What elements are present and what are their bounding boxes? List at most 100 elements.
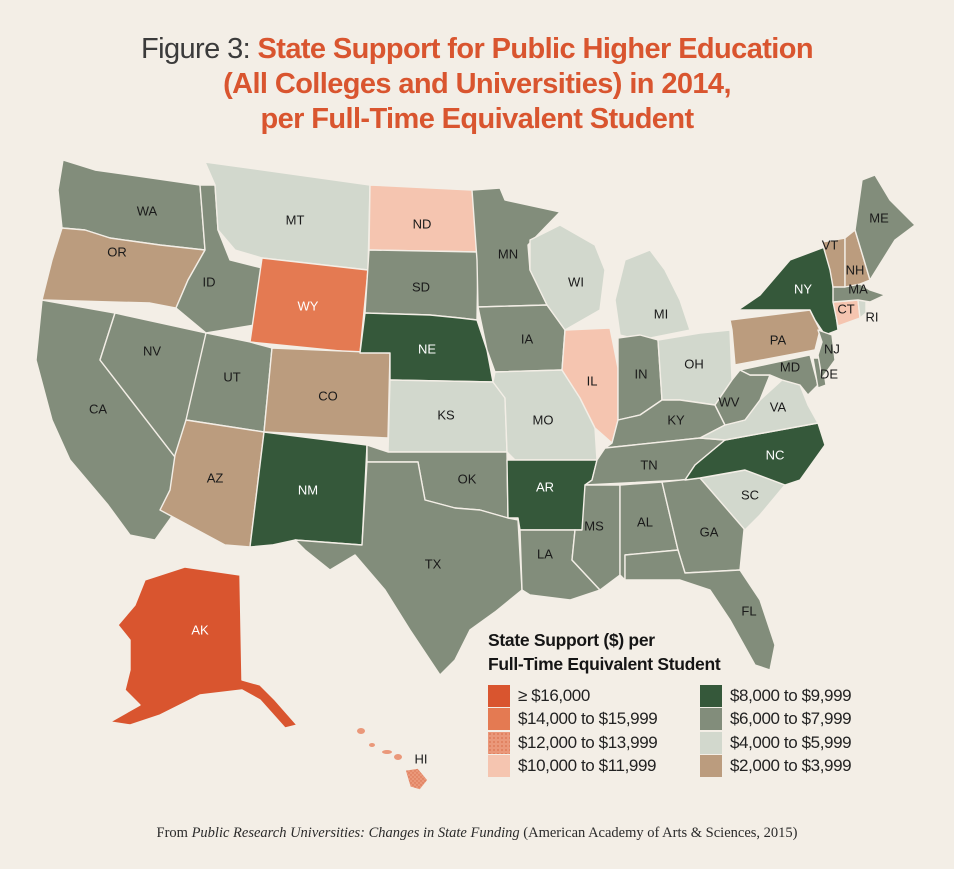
legend-item-14k: $14,000 to $15,999 [488, 708, 700, 732]
state-label-pa: PA [770, 332, 787, 347]
state-label-sd: SD [412, 279, 430, 294]
state-label-nj: NJ [824, 341, 840, 356]
state-label-fl: FL [741, 603, 756, 618]
state-label-nc: NC [766, 447, 785, 462]
legend-title-2: Full-Time Equivalent Student [488, 654, 721, 674]
state-label-ar: AR [536, 479, 554, 494]
state-label-ma: MA [848, 281, 868, 296]
legend-swatch [488, 731, 510, 754]
source-prefix: From [156, 825, 192, 841]
legend-item-2k: $2,000 to $3,999 [700, 755, 888, 779]
state-label-md: MD [780, 359, 800, 374]
state-label-mi: MI [654, 306, 668, 321]
state-label-ia: IA [521, 331, 534, 346]
state-label-sc: SC [741, 487, 759, 502]
state-label-nm: NM [298, 482, 318, 497]
legend-label: $14,000 to $15,999 [518, 709, 658, 729]
figure-number: Figure 3: [141, 33, 251, 65]
state-label-vt: VT [822, 237, 839, 252]
legend-column-warm: ≥ $16,000 $14,000 to $15,999 $12,000 to … [488, 684, 700, 778]
state-nc [684, 422, 826, 486]
title-text-1: State Support for Public Higher Educatio… [257, 33, 814, 65]
state-label-mo: MO [533, 412, 554, 427]
state-label-ks: KS [437, 407, 455, 422]
state-label-in: IN [635, 366, 648, 381]
state-me [854, 174, 916, 281]
legend-swatch [488, 708, 510, 731]
legend-item-6k: $6,000 to $7,999 [700, 708, 888, 732]
state-vt [821, 237, 846, 288]
legend-item-12k: $12,000 to $13,999 [488, 731, 700, 755]
state-tx [294, 461, 523, 676]
source-title: Public Research Universities: Changes in… [191, 825, 520, 841]
title-text-3: per Full-Time Equivalent Student [260, 103, 694, 135]
state-labels-layer: WA OR CA NV ID MT WY UT CO AZ NM ND SD NE KS OK TX MN IA MO… [89, 203, 889, 766]
legend-column-cool: $8,000 to $9,999 $6,000 to $7,999 $4,000… [700, 684, 888, 778]
state-label-mt: MT [286, 212, 305, 227]
source-citation: From Public Research Universities: Chang… [0, 825, 954, 842]
state-label-ut: UT [223, 369, 240, 384]
state-label-ms: MS [584, 518, 604, 533]
state-label-wi: WI [568, 274, 584, 289]
legend-swatch [700, 684, 722, 707]
state-nj [817, 329, 836, 379]
state-label-tn: TN [640, 457, 657, 472]
state-label-ny: NY [794, 281, 812, 296]
hawaii-islands [357, 728, 402, 760]
state-label-ga: GA [700, 524, 719, 539]
legend-swatch [488, 684, 510, 707]
legend-label: $2,000 to $3,999 [730, 756, 852, 776]
state-label-ca: CA [89, 401, 107, 416]
state-label-co: CO [318, 388, 338, 403]
state-label-nd: ND [413, 216, 432, 231]
state-label-il: IL [587, 373, 598, 388]
state-label-nh: NH [846, 262, 865, 277]
state-label-ct: CT [837, 301, 854, 316]
legend-swatch [700, 731, 722, 754]
state-hi [404, 767, 429, 791]
state-label-de: DE [820, 366, 838, 381]
legend-swatch [700, 708, 722, 731]
state-md [739, 354, 819, 396]
legend-label: $8,000 to $9,999 [730, 685, 852, 705]
legend-title-1: State Support ($) per [488, 630, 655, 650]
state-mn [471, 187, 561, 308]
legend-label: $12,000 to $13,999 [518, 732, 658, 752]
state-label-ak: AK [191, 622, 209, 637]
legend-label: $4,000 to $5,999 [730, 732, 852, 752]
state-label-ne: NE [418, 341, 436, 356]
state-label-ky: KY [667, 412, 685, 427]
state-mo [492, 369, 598, 461]
figure-title: Figure 3: State Support for Public Highe… [0, 32, 954, 137]
state-label-wv: WV [719, 394, 740, 409]
state-label-nv: NV [143, 343, 161, 358]
legend-grid: ≥ $16,000 $14,000 to $15,999 $12,000 to … [488, 684, 888, 778]
legend-swatch [488, 755, 510, 778]
state-wi [529, 224, 606, 331]
states-layer [35, 159, 916, 791]
title-text-2: (All Colleges and Universities) in 2014, [223, 68, 731, 100]
state-ne [359, 312, 494, 383]
state-label-az: AZ [207, 470, 224, 485]
state-label-tx: TX [425, 556, 442, 571]
state-fl [624, 549, 776, 671]
state-label-me: ME [869, 210, 889, 225]
state-label-or: OR [107, 244, 127, 259]
state-ma [832, 283, 886, 303]
state-label-la: LA [537, 546, 553, 561]
legend: State Support ($) per Full-Time Equivale… [488, 628, 888, 778]
state-label-mn: MN [498, 246, 518, 261]
state-label-va: VA [770, 399, 787, 414]
legend-item-10k: $10,000 to $11,999 [488, 755, 700, 779]
legend-label: $10,000 to $11,999 [518, 756, 657, 776]
state-label-oh: OH [684, 356, 704, 371]
state-label-ok: OK [458, 471, 477, 486]
state-nh [844, 229, 871, 288]
state-label-wy: WY [298, 298, 319, 313]
legend-swatch [700, 755, 722, 778]
state-ak [109, 566, 298, 729]
legend-item-16k: ≥ $16,000 [488, 684, 700, 708]
title-line-1: Figure 3: State Support for Public Highe… [0, 32, 954, 67]
state-label-hi: HI [415, 751, 428, 766]
